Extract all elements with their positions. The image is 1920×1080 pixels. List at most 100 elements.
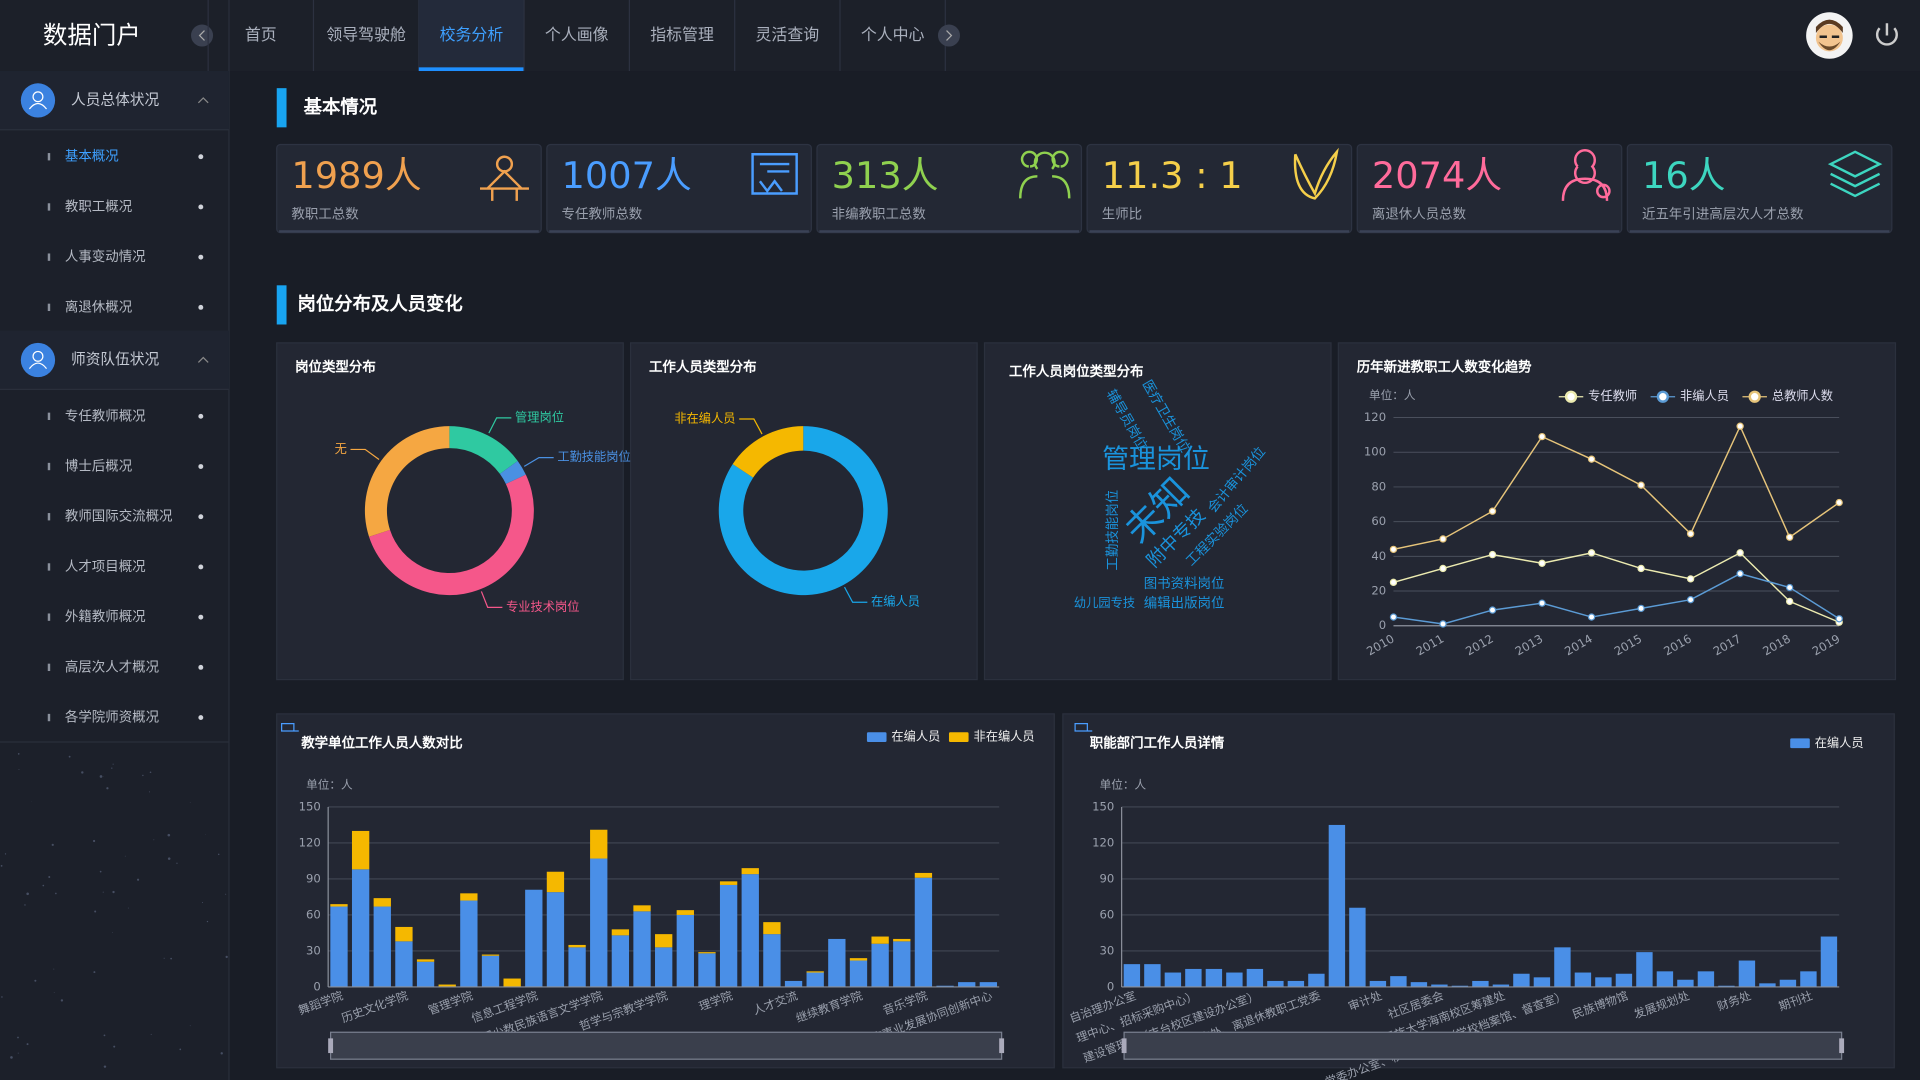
avatar-hair bbox=[1815, 19, 1843, 34]
star bbox=[189, 1025, 191, 1027]
star bbox=[217, 853, 220, 856]
panel-icon bbox=[281, 723, 299, 732]
sidebar-item-tick bbox=[47, 613, 51, 621]
chart-title: 工作人员类型分布 bbox=[649, 358, 757, 375]
star bbox=[149, 771, 152, 774]
bar-segment bbox=[914, 872, 933, 878]
sidebar-item-dot bbox=[198, 154, 204, 160]
bar-segment bbox=[719, 884, 738, 987]
bar-segment bbox=[330, 906, 348, 987]
y-tick-label: 30 bbox=[1099, 943, 1114, 957]
nav-item[interactable]: 首页 bbox=[245, 25, 277, 44]
chart-title: 工作人员岗位类型分布 bbox=[1009, 363, 1144, 380]
sidebar-item-tick bbox=[47, 203, 51, 211]
legend-label: 非在编人员 bbox=[973, 729, 1034, 744]
bar-segment bbox=[828, 938, 846, 987]
nav-item[interactable]: 领导驾驶舱 bbox=[326, 25, 406, 44]
zoom-handle[interactable] bbox=[1839, 1038, 1845, 1054]
bar-segment bbox=[1472, 980, 1489, 987]
sidebar-item[interactable]: 基本概况 bbox=[65, 148, 119, 165]
sidebar-item[interactable]: 高层次人才概况 bbox=[65, 658, 160, 675]
leader-line bbox=[350, 448, 380, 461]
avatar-face bbox=[1815, 24, 1843, 52]
bar-segment bbox=[1636, 952, 1653, 987]
bar-segment bbox=[1369, 980, 1387, 987]
zoom-slider[interactable] bbox=[330, 1031, 1003, 1060]
sidebar-item-tick bbox=[47, 153, 51, 161]
line-point bbox=[1389, 545, 1398, 554]
nav-item[interactable]: 个人画像 bbox=[545, 25, 609, 44]
bar-segment bbox=[849, 958, 868, 961]
sidebar-item[interactable]: 外籍教师概况 bbox=[65, 608, 146, 625]
bar-segment bbox=[1800, 971, 1817, 987]
y-tick-label: 150 bbox=[299, 799, 321, 813]
group-caret bbox=[197, 356, 209, 363]
kpi-label: 近五年引进高层次人才总数 bbox=[1642, 205, 1804, 222]
line-point bbox=[1439, 535, 1447, 543]
chart-title: 教学单位工作人员人数对比 bbox=[301, 734, 462, 751]
sidebar-item[interactable]: 离退休概况 bbox=[65, 298, 133, 315]
zoom-handle[interactable] bbox=[1121, 1038, 1127, 1054]
zoom-slider[interactable] bbox=[1123, 1031, 1843, 1060]
nav-item[interactable]: 灵活查询 bbox=[756, 25, 820, 44]
bar-segment bbox=[741, 868, 759, 875]
legend-label: 专任教师 bbox=[1588, 388, 1637, 403]
line-point bbox=[1538, 432, 1546, 441]
y-tick-label: 150 bbox=[1092, 799, 1114, 813]
line-point bbox=[1637, 481, 1645, 489]
bar-segment bbox=[893, 938, 911, 942]
star bbox=[102, 776, 104, 778]
legend-marker bbox=[1564, 390, 1578, 403]
group-icon-head bbox=[32, 91, 44, 103]
nav-prev-arrow bbox=[198, 30, 205, 41]
bar-segment bbox=[676, 910, 694, 915]
bar-segment bbox=[784, 980, 803, 987]
legend-marker bbox=[1748, 390, 1761, 403]
nav-item[interactable]: 个人中心 bbox=[861, 25, 925, 44]
line-point bbox=[1736, 422, 1744, 430]
sidebar-item[interactable]: 博士后概况 bbox=[65, 458, 133, 475]
sidebar-item-dot bbox=[198, 664, 204, 670]
kpi-icon bbox=[1561, 149, 1611, 201]
kpi-value: 1989人 bbox=[291, 154, 421, 197]
star bbox=[60, 999, 64, 1002]
bar-segment bbox=[503, 978, 521, 987]
sidebar-item-tick bbox=[47, 462, 51, 471]
star bbox=[102, 891, 104, 893]
sidebar-item[interactable]: 各学院师资概况 bbox=[65, 710, 160, 726]
nav-item[interactable]: 校务分析 bbox=[440, 25, 504, 44]
bar-segment bbox=[481, 954, 500, 956]
line-point bbox=[1637, 564, 1645, 573]
slice-label: 在编人员 bbox=[871, 594, 920, 609]
word: 工勤技能岗位 bbox=[1105, 490, 1121, 571]
bar-segment bbox=[395, 941, 413, 987]
kpi-value: 11.3 : 1 bbox=[1102, 154, 1243, 197]
zoom-handle[interactable] bbox=[999, 1038, 1005, 1054]
star bbox=[167, 833, 171, 837]
y-tick-label: 0 bbox=[1379, 618, 1386, 632]
star bbox=[111, 767, 113, 769]
sidebar-item[interactable]: 教师国际交流概况 bbox=[65, 508, 173, 525]
sidebar-item[interactable]: 教职工概况 bbox=[65, 199, 133, 215]
star bbox=[4, 853, 7, 855]
nav-next[interactable] bbox=[937, 24, 960, 47]
sidebar-item[interactable]: 人才项目概况 bbox=[65, 559, 146, 575]
sidebar-item[interactable]: 人事变动情况 bbox=[65, 249, 146, 265]
line-series bbox=[1393, 572, 1840, 625]
bar-segment bbox=[373, 898, 391, 907]
chart-panel bbox=[1062, 713, 1895, 1069]
nav-item[interactable]: 指标管理 bbox=[650, 25, 714, 44]
bar-segment bbox=[719, 881, 738, 885]
star bbox=[176, 862, 178, 864]
zoom-handle[interactable] bbox=[328, 1038, 334, 1054]
bar-segment bbox=[1492, 984, 1510, 987]
power-icon[interactable] bbox=[1875, 23, 1898, 46]
nav-prev[interactable] bbox=[191, 24, 214, 47]
star bbox=[103, 1065, 107, 1068]
bar-segment bbox=[1759, 983, 1776, 987]
bar-segment bbox=[979, 982, 998, 987]
bar-segment bbox=[698, 953, 716, 987]
slice-label: 非在编人员 bbox=[674, 410, 735, 425]
sidebar-item[interactable]: 专任教师概况 bbox=[65, 408, 146, 424]
word: 幼儿园专技 bbox=[1074, 595, 1135, 610]
